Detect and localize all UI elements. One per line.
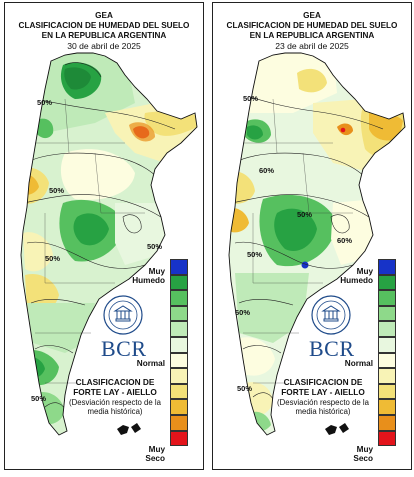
legend-swatch [378,368,396,384]
map-title-line1: CLASIFICACION DE HUMEDAD DEL SUELO [226,21,398,30]
soil-moisture-map-panel-23-abril: GEA CLASIFICACION DE HUMEDAD DEL SUELO E… [212,2,412,470]
legend-swatch [170,274,188,291]
legend-swatch [170,368,188,384]
argentina-moisture-map: 50% 50% 50% 50% 50% [20,52,198,436]
legend-swatch [378,430,396,447]
contour-label: 50% [45,254,60,263]
legend-swatch [170,321,188,337]
classification-credit: CLASIFICACION DE FORTE LAY - AIELLO (Des… [271,377,375,416]
legend-swatch [170,414,188,431]
legend-very-dry-label: Muy Seco [353,445,373,463]
legend-very-wet-label: Muy Humedo [340,267,373,285]
contour-label: 50% [237,384,252,393]
contour-label: 60% [235,308,250,317]
legend-swatch [170,352,188,369]
legend-normal-label: Normal [136,359,165,368]
map-header: GEA CLASIFICACION DE HUMEDAD DEL SUELO E… [213,11,411,51]
credit-line2: FORTE LAY - AIELLO [73,387,157,397]
legend-swatch [170,259,188,275]
legend-swatch [378,274,396,291]
contour-label: 60% [259,166,274,175]
legend-swatch [378,383,396,400]
legend-swatch [170,399,188,415]
contour-label: 50% [147,242,162,251]
soil-moisture-map-panel-30-abril: GEA CLASIFICACION DE HUMEDAD DEL SUELO E… [4,2,204,470]
legend-swatch [170,336,188,353]
contour-label: 50% [247,250,262,259]
contour-label: 50% [31,394,46,403]
argentina-border [20,52,198,436]
legend-swatch [378,336,396,353]
bcr-seal-logo [311,295,351,335]
legend-swatch [170,305,188,322]
credit-note: (Desviación respecto de la media históri… [69,398,161,416]
map-date: 30 de abril de 2025 [67,41,141,51]
contour-label: 60% [337,236,352,245]
legend-swatch [378,321,396,337]
map-title-line2: EN LA REPUBLICA ARGENTINA [41,31,167,40]
bcr-logo-text: BCR [309,336,355,361]
moisture-legend [378,259,400,447]
org-label: GEA [303,11,321,20]
legend-very-wet-label: Muy Humedo [132,267,165,285]
legend-swatch [378,259,396,275]
map-title-line1: CLASIFICACION DE HUMEDAD DEL SUELO [18,21,190,30]
map-title-line2: EN LA REPUBLICA ARGENTINA [249,31,375,40]
legend-swatch [170,383,188,400]
credit-line1: CLASIFICACION DE [283,377,363,387]
legend-swatch [378,352,396,369]
legend-normal-label: Normal [344,359,373,368]
legend-swatch [378,305,396,322]
credit-note: (Desviación respecto de la media históri… [277,398,369,416]
credit-line2: FORTE LAY - AIELLO [281,387,365,397]
map-date: 23 de abril de 2025 [275,41,349,51]
legend-swatch [378,399,396,415]
malvinas-islands [325,423,349,435]
contour-label: 50% [49,186,64,195]
bcr-seal-logo [103,295,143,335]
moisture-legend [170,259,192,447]
legend-very-dry-label: Muy Seco [145,445,165,463]
map-header: GEA CLASIFICACION DE HUMEDAD DEL SUELO E… [5,11,203,51]
malvinas-islands [117,423,141,435]
legend-swatch [378,290,396,306]
legend-swatch [170,290,188,306]
contour-label: 50% [297,210,312,219]
credit-line1: CLASIFICACION DE [75,377,155,387]
argentina-border [228,52,406,436]
argentina-moisture-map: 50% 60% 50% 60% 60% 50% 50% [228,52,406,436]
classification-credit: CLASIFICACION DE FORTE LAY - AIELLO (Des… [63,377,167,416]
contour-label: 50% [37,98,52,107]
org-label: GEA [95,11,113,20]
contour-label: 50% [243,94,258,103]
bcr-logo-text: BCR [101,336,147,361]
legend-swatch [170,430,188,447]
legend-swatch [378,414,396,431]
